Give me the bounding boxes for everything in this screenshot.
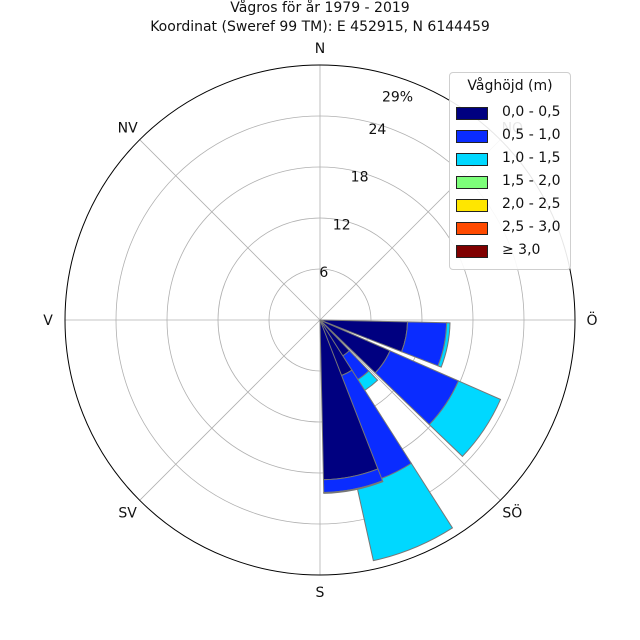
- legend-label: ≥ 3,0: [502, 242, 541, 258]
- legend-swatch: [456, 130, 488, 143]
- legend-swatch: [456, 199, 488, 212]
- legend-label: 1,0 - 1,5: [502, 150, 561, 166]
- legend-swatch: [456, 153, 488, 166]
- legend-swatch: [456, 176, 488, 189]
- polar-grid: [64, 64, 576, 576]
- direction-label: V: [43, 313, 53, 329]
- rose-wedge: [428, 380, 502, 458]
- outer-frame: [64, 64, 576, 576]
- legend-swatch: [456, 222, 488, 235]
- legend-label: 0,5 - 1,0: [502, 127, 561, 143]
- chart-title: Vågros för år 1979 - 2019: [230, 0, 410, 16]
- legend-swatch: [456, 245, 488, 258]
- grid-spoke: [319, 319, 501, 501]
- radial-tick-label: 12: [333, 217, 351, 233]
- legend: Våghöjd (m) 0,0 - 0,5 0,5 - 1,0 1,0 - 1,…: [449, 72, 571, 270]
- legend-label: 0,0 - 0,5: [502, 104, 561, 120]
- legend-label: 2,5 - 3,0: [502, 219, 561, 235]
- legend-title: Våghöjd (m): [467, 78, 553, 94]
- direction-label: SÖ: [502, 503, 522, 521]
- direction-label: S: [316, 585, 325, 601]
- radial-tick-label: 29%: [382, 90, 413, 106]
- grid-spoke: [139, 319, 321, 501]
- direction-label: Ö: [586, 311, 597, 329]
- rose-wedge: [356, 462, 454, 562]
- radial-tick-label: 24: [369, 122, 387, 138]
- legend-swatch: [456, 107, 488, 120]
- radial-tick-label: 6: [319, 265, 328, 281]
- direction-label: NV: [118, 121, 138, 137]
- rose-wedge: [437, 322, 451, 368]
- rose-wedge: [323, 480, 384, 494]
- radial-tick-label: 18: [351, 170, 369, 186]
- direction-label: SV: [118, 505, 137, 521]
- direction-label: N: [315, 41, 325, 57]
- legend-label: 1,5 - 2,0: [502, 173, 561, 189]
- legend-label: 2,0 - 2,5: [502, 196, 561, 212]
- grid-spoke: [139, 139, 321, 321]
- chart-subtitle: Koordinat (Sweref 99 TM): E 452915, N 61…: [150, 19, 490, 35]
- wave-rose-bars: [319, 319, 502, 562]
